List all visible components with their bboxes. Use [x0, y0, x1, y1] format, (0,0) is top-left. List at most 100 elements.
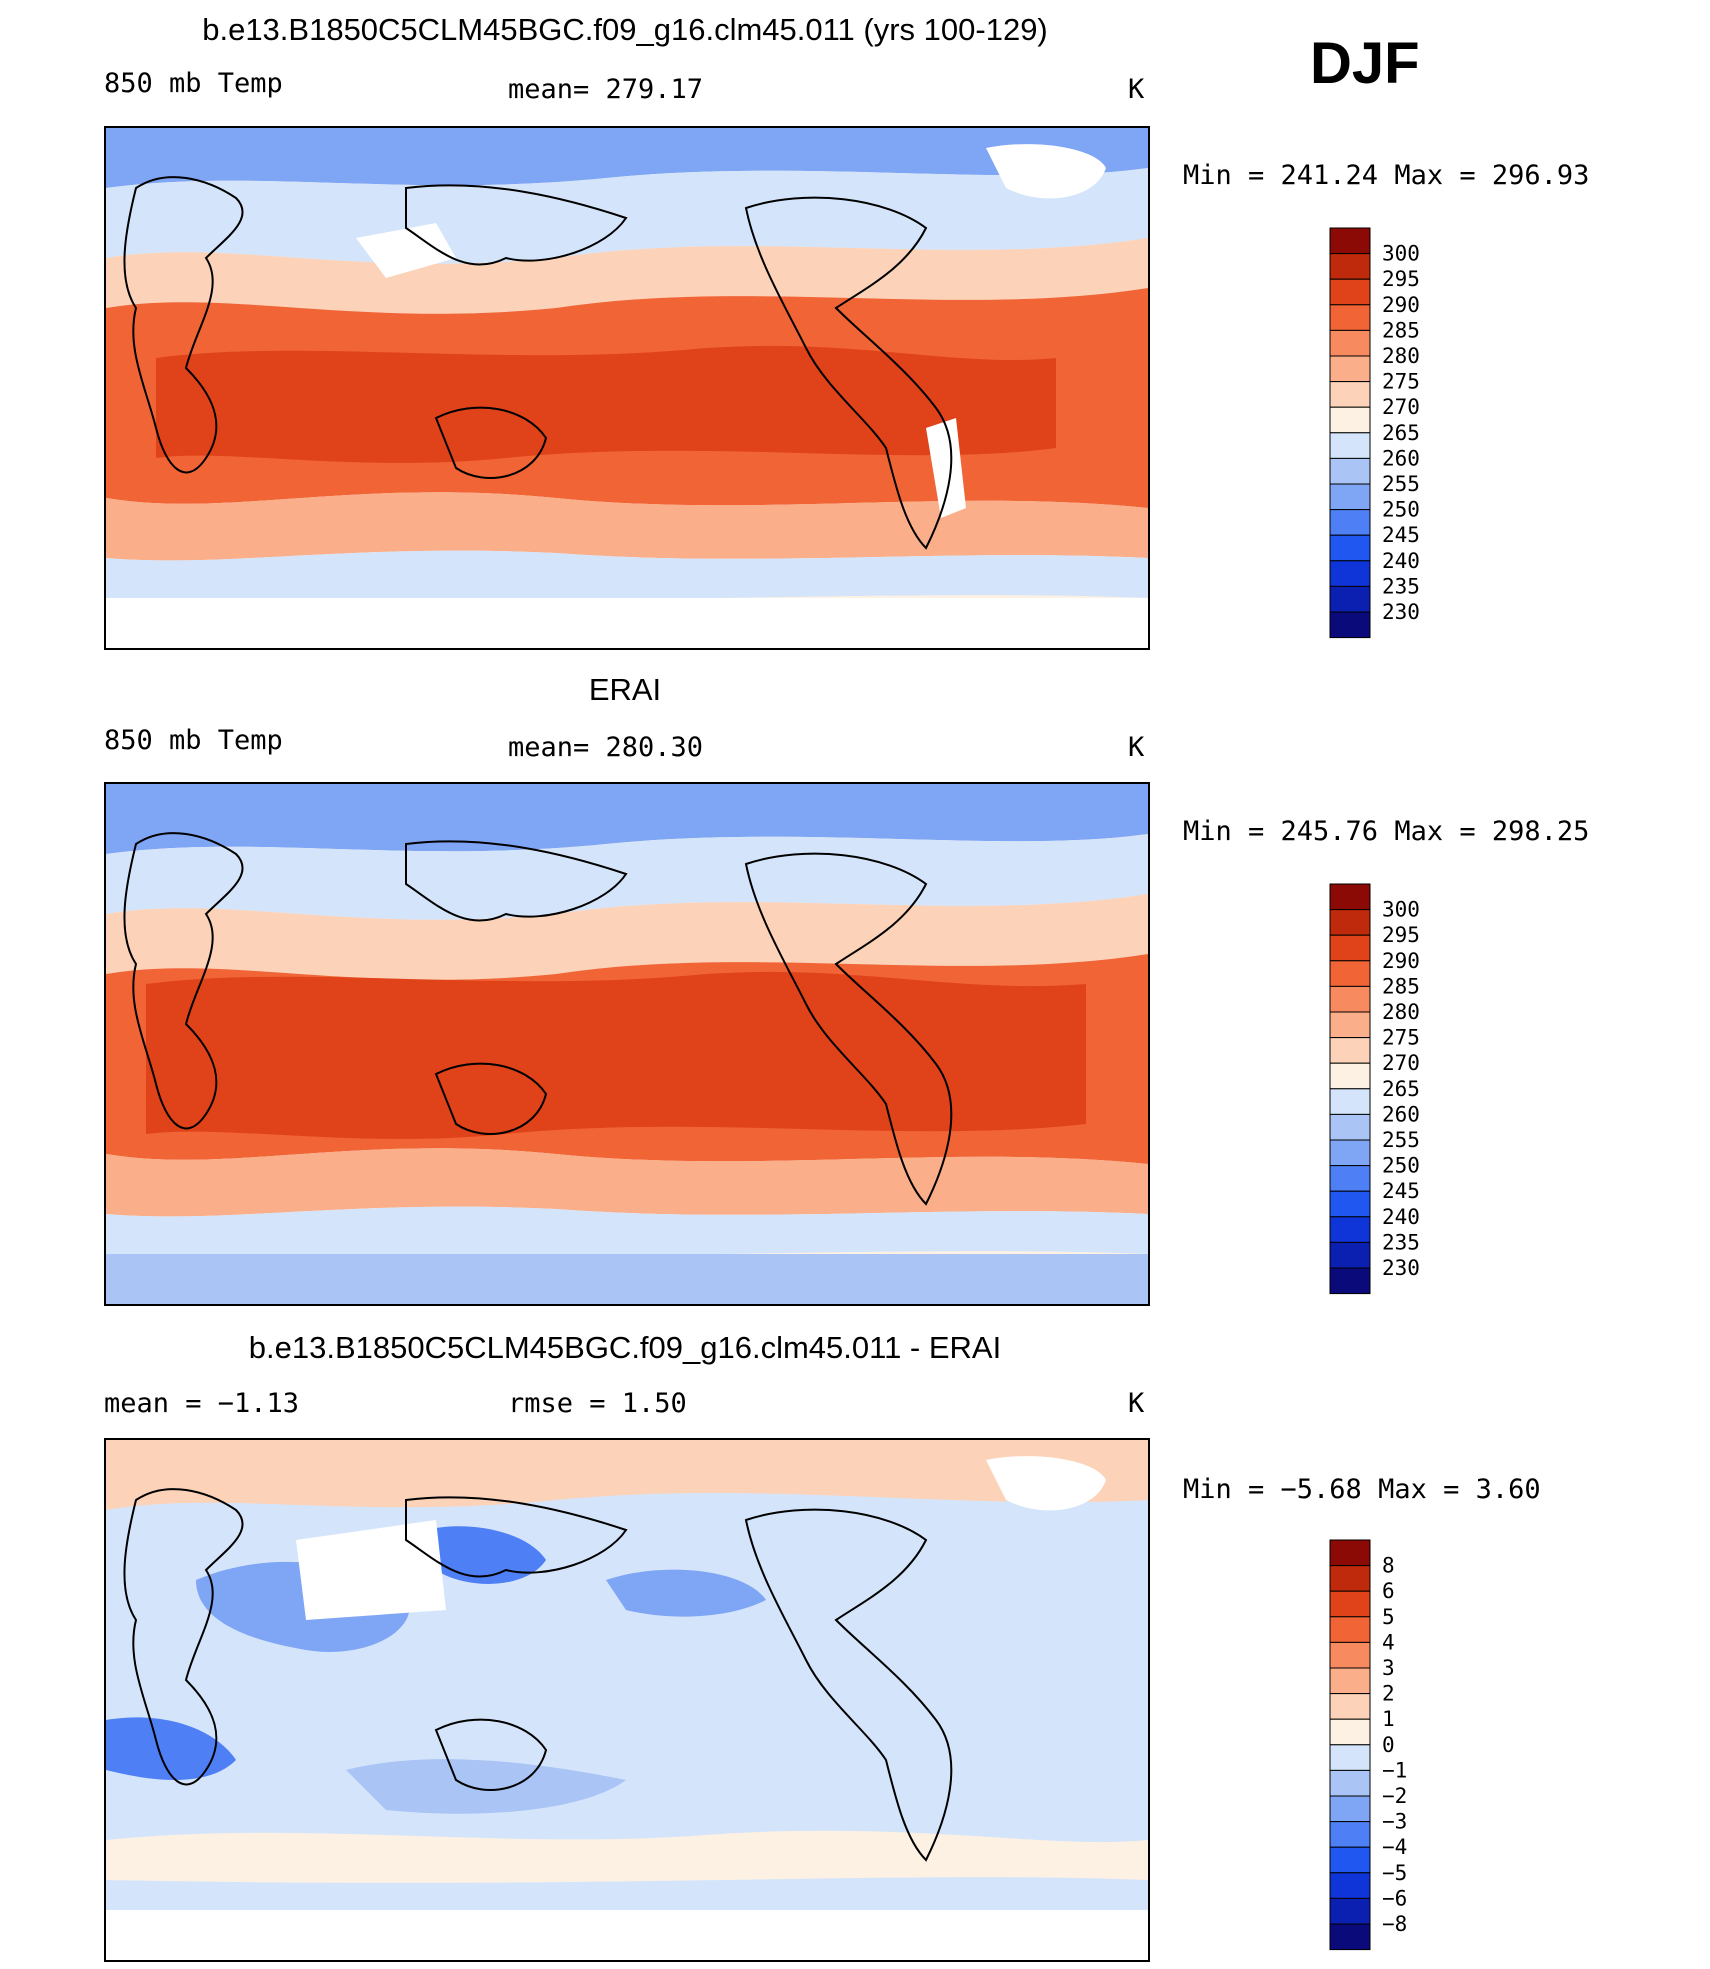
colorbar-tick-label: 240 [1382, 1205, 1420, 1229]
diff-coastlines [123, 1488, 953, 1862]
colorbar-tick-label: 0 [1382, 1733, 1395, 1757]
panel2-minmax: Min = 245.76 Max = 298.25 [1183, 816, 1590, 847]
panel2-units-label: K [1128, 732, 1145, 763]
erai-band-tropics-warm [146, 971, 1086, 1139]
erai-band-north-mild [106, 894, 1148, 980]
colorbar-swatch [1329, 1062, 1371, 1090]
model-band-tropics-warm [156, 345, 1056, 463]
colorbar-swatch [1329, 1139, 1371, 1167]
colorbar-tick-label: 270 [1382, 395, 1420, 419]
colorbar-tick-label: 2 [1382, 1682, 1395, 1706]
colorbar-tick-label: 285 [1382, 318, 1420, 342]
colorbar-swatch [1329, 457, 1371, 485]
colorbar-swatch [1329, 1667, 1371, 1695]
colorbar-swatch [1329, 611, 1371, 639]
erai-band-south-cool [106, 1206, 1148, 1257]
panel3-rmse-label: rmse = 1.50 [508, 1388, 687, 1419]
colorbar-tick-label: 240 [1382, 549, 1420, 573]
colorbar-swatch [1329, 1641, 1371, 1669]
colorbar-swatch [1329, 304, 1371, 331]
colorbar-tick-label: 290 [1382, 949, 1420, 973]
model-band-north-mild [106, 238, 1148, 314]
colorbar-swatch [1329, 329, 1371, 357]
colorbar-tick-label: 275 [1382, 1026, 1420, 1050]
erai-map-svg [106, 784, 1148, 1304]
colorbar-tick-label: 5 [1382, 1605, 1395, 1629]
colorbar-tick-label: 275 [1382, 370, 1420, 394]
panel1-units-label: K [1128, 74, 1145, 105]
diff-southern-cool [346, 1759, 626, 1814]
diff-greenland-mask [986, 1456, 1106, 1511]
colorbar-swatch [1329, 432, 1371, 459]
colorbar-swatch [1329, 934, 1371, 962]
panel1-mean-label: mean= 279.17 [508, 74, 704, 105]
colorbar-tick-label: 235 [1382, 574, 1420, 598]
colorbar-tick-label: 260 [1382, 446, 1420, 470]
colorbar-swatch [1329, 1190, 1371, 1218]
erai-band-north-cold [106, 784, 1148, 854]
colorbar-tick-label: 265 [1382, 1077, 1420, 1101]
panel3-units-label: K [1128, 1388, 1145, 1419]
panel1-minmax: Min = 241.24 Max = 296.93 [1183, 160, 1590, 191]
colorbar-erai-svg: 3002952902852802752702652602552502452402… [1329, 883, 1420, 1295]
colorbar-tick-label: 255 [1382, 472, 1420, 496]
colorbar-swatch [1329, 1241, 1371, 1269]
diff-pacific-cold [606, 1569, 766, 1617]
colorbar-swatch [1329, 1718, 1371, 1746]
colorbar-tick-label: 230 [1382, 1256, 1420, 1280]
colorbar-swatch [1329, 355, 1371, 383]
model-band-south-mild [106, 492, 1148, 561]
colorbar-tick-label: 270 [1382, 1051, 1420, 1075]
panel3-mean-label: mean = −1.13 [104, 1388, 300, 1419]
colorbar-swatch [1329, 1769, 1371, 1797]
panel2-mean-label: mean= 280.30 [508, 732, 704, 763]
colorbar-tick-label: 255 [1382, 1128, 1420, 1152]
colorbar-tick-label: 245 [1382, 1179, 1420, 1203]
colorbar-tick-label: 250 [1382, 1154, 1420, 1178]
colorbar-swatch [1329, 1897, 1371, 1925]
model-map-svg [106, 128, 1148, 648]
colorbar-tick-label: 280 [1382, 344, 1420, 368]
colorbar-swatch [1329, 1693, 1371, 1720]
erai-coastlines [123, 832, 953, 1206]
colorbar-tick-label: −1 [1382, 1758, 1407, 1782]
model-band-north-cold [106, 128, 1148, 188]
diff-map-svg [106, 1440, 1148, 1960]
colorbar-tick-label: 4 [1382, 1630, 1395, 1654]
colorbar-swatch [1329, 1590, 1371, 1618]
colorbar-tick-label: 6 [1382, 1579, 1395, 1603]
colorbar-tick-label: 8 [1382, 1554, 1395, 1578]
panel2-title: ERAI [588, 672, 662, 707]
colorbar-swatch [1329, 483, 1371, 511]
diff-south-band [106, 1830, 1148, 1883]
panel3-title: b.e13.B1850C5CLM45BGC.f09_g16.clm45.011 … [248, 1330, 1002, 1365]
colorbar-tick-label: 290 [1382, 293, 1420, 317]
colorbar-swatch [1329, 1037, 1371, 1064]
colorbar-tick-label: 300 [1382, 242, 1420, 266]
colorbar-swatch [1329, 1821, 1371, 1848]
model-coastlines [123, 176, 953, 550]
colorbar-tick-label: 260 [1382, 1102, 1420, 1126]
colorbar-swatch [1329, 1872, 1371, 1899]
colorbar-tick-label: 230 [1382, 600, 1420, 624]
model-greenland-mask [986, 144, 1106, 199]
erai-band-antarctica [106, 1254, 1148, 1304]
colorbar-swatch [1329, 1088, 1371, 1115]
colorbar-swatch [1329, 509, 1371, 536]
colorbar-model-svg: 3002952902852802752702652602552502452402… [1329, 227, 1420, 639]
colorbar-swatch [1329, 1565, 1371, 1592]
colorbar-swatch [1329, 1539, 1371, 1567]
panel1-variable-label: 850 mb Temp [104, 68, 283, 99]
erai-band-south-mild [106, 1148, 1148, 1217]
colorbar-swatch [1329, 534, 1371, 562]
diff-eastasia-cold [426, 1526, 546, 1584]
model-band-antarctica [106, 598, 1148, 648]
colorbar-tick-label: 1 [1382, 1707, 1395, 1731]
colorbar-swatch [1329, 909, 1371, 936]
panel1-title: b.e13.B1850C5CLM45BGC.f09_g16.clm45.011 … [202, 12, 1048, 47]
colorbar-swatch [1329, 381, 1371, 408]
diff-tibet-mask [296, 1520, 446, 1620]
colorbar-tick-label: −5 [1382, 1861, 1407, 1885]
colorbar-swatch [1329, 883, 1371, 911]
